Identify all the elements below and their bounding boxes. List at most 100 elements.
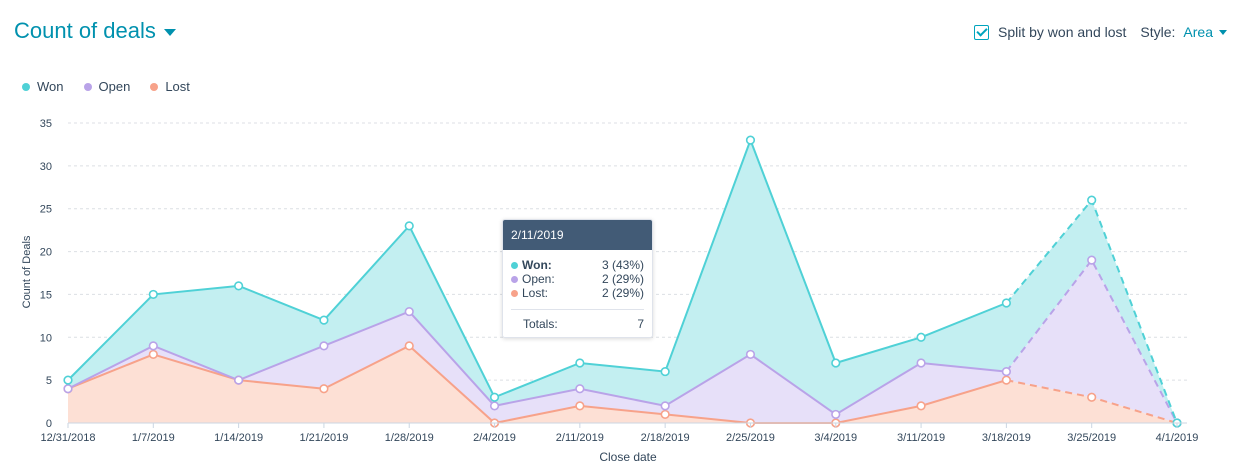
- y-tick-label: 25: [40, 204, 52, 216]
- lost-point: [916, 401, 926, 411]
- x-tick-label: 3/4/2019: [814, 432, 857, 444]
- won-point: [916, 332, 926, 342]
- x-tick-label: 3/25/2019: [1067, 432, 1116, 444]
- lost-point: [1087, 392, 1097, 402]
- x-axis-title: Close date: [599, 450, 657, 464]
- won-dot-icon: [22, 82, 30, 91]
- chart-controls: Split by won and lost Style: Area: [974, 24, 1227, 40]
- lost-point: [404, 341, 414, 351]
- won-point: [404, 221, 414, 231]
- open-point: [575, 384, 585, 394]
- y-tick-label: 30: [40, 161, 52, 173]
- x-tick-label: 2/18/2019: [641, 432, 690, 444]
- open-point: [404, 306, 414, 317]
- won-point: [745, 135, 756, 145]
- open-point: [1001, 366, 1011, 377]
- open-point: [489, 401, 500, 411]
- open-point: [148, 341, 158, 351]
- lost-point: [1001, 375, 1011, 385]
- open-dot-icon: [511, 275, 518, 283]
- won-point: [319, 315, 329, 325]
- x-tick-label: 1/14/2019: [214, 432, 263, 444]
- lost-point: [575, 401, 585, 411]
- won-point: [575, 358, 585, 368]
- legend-item-open[interactable]: Open: [83, 79, 131, 94]
- open-dot-icon: [83, 82, 92, 91]
- open-point: [1087, 255, 1097, 265]
- lost-point: [148, 349, 158, 360]
- split-label[interactable]: Split by won and lost: [998, 24, 1127, 40]
- tooltip-row-lost: Lost: 2 (29%): [511, 286, 644, 300]
- won-point: [148, 289, 158, 300]
- tooltip-row-label: Won:: [522, 258, 552, 272]
- chevron-down-icon: [1219, 29, 1227, 35]
- tooltip-date: 2/11/2019: [503, 220, 652, 250]
- report-title: Count of deals: [14, 18, 156, 43]
- y-tick-label: 15: [40, 289, 52, 301]
- tooltip-rows: Won: 3 (43%) Open: 2 (29%) Lost: 2 (29%): [503, 250, 652, 300]
- style-value: Area: [1183, 24, 1213, 40]
- won-line: [67, 137, 1007, 399]
- tooltip-row-open: Open: 2 (29%): [511, 272, 644, 286]
- y-tick-label: 5: [46, 375, 52, 387]
- tooltip-totals: Totals: 7: [503, 310, 652, 331]
- open-line: [67, 310, 1007, 416]
- won-point: [1087, 195, 1097, 205]
- open-point: [63, 384, 73, 394]
- legend-label: Won: [37, 79, 64, 94]
- x-tick-label: 1/7/2019: [132, 432, 175, 444]
- lost-dot-icon: [511, 289, 518, 297]
- tooltip-totals-label: Totals:: [523, 317, 558, 331]
- legend-item-lost[interactable]: Lost: [150, 79, 190, 94]
- tooltip-row-label: Open:: [522, 272, 555, 286]
- report-title-dropdown[interactable]: Count of deals: [14, 18, 176, 44]
- y-tick-label: 10: [40, 332, 52, 344]
- won-point: [831, 358, 841, 368]
- y-tick-label: 0: [46, 418, 52, 430]
- open-point: [831, 409, 841, 420]
- open-area: [68, 260, 1177, 423]
- legend-item-won[interactable]: Won: [22, 79, 64, 94]
- x-tick-label: 1/28/2019: [385, 432, 434, 444]
- won-area: [68, 140, 1177, 423]
- won-point: [489, 392, 500, 402]
- tooltip-row-won: Won: 3 (43%): [511, 258, 644, 272]
- tooltip-totals-value: 7: [637, 317, 644, 331]
- y-tick-label: 35: [40, 118, 52, 130]
- tooltip-row-value: 3 (43%): [601, 258, 644, 272]
- x-tick-label: 12/31/2018: [40, 432, 95, 444]
- y-axis-title: Count of Deals: [21, 235, 33, 308]
- x-tick-label: 4/1/2019: [1156, 432, 1199, 444]
- chart-legend: Won Open Lost: [22, 79, 190, 94]
- lost-area: [68, 345, 1177, 423]
- chevron-down-icon: [163, 28, 176, 36]
- style-dropdown[interactable]: Area: [1183, 24, 1227, 40]
- tooltip-row-label: Lost:: [522, 286, 549, 300]
- won-point: [63, 375, 73, 385]
- open-point: [660, 401, 670, 411]
- x-tick-label: 2/25/2019: [726, 432, 775, 444]
- open-point: [234, 375, 244, 385]
- won-dot-icon: [511, 261, 518, 269]
- lost-dot-icon: [150, 82, 159, 91]
- split-checkbox[interactable]: [974, 24, 989, 40]
- won-point: [660, 366, 670, 377]
- style-label: Style:: [1140, 24, 1176, 40]
- tooltip-divider: [511, 309, 644, 310]
- lost-point: [660, 409, 670, 420]
- y-tick-label: 20: [40, 247, 52, 259]
- open-point: [916, 358, 926, 368]
- tooltip-row-value: 2 (29%): [601, 272, 644, 286]
- legend-label: Open: [98, 79, 131, 94]
- chart-tooltip: 2/11/2019 Won: 3 (43%) Open: 2 (29%) Los…: [502, 219, 653, 338]
- tooltip-row-value: 2 (29%): [601, 286, 644, 300]
- x-tick-label: 2/4/2019: [473, 432, 516, 444]
- x-tick-label: 1/21/2019: [299, 432, 348, 444]
- lost-point: [319, 384, 329, 394]
- open-point: [319, 341, 329, 351]
- open-point: [745, 349, 756, 360]
- won-point: [1001, 298, 1011, 308]
- lost-line: [67, 344, 1007, 425]
- legend-label: Lost: [165, 79, 190, 94]
